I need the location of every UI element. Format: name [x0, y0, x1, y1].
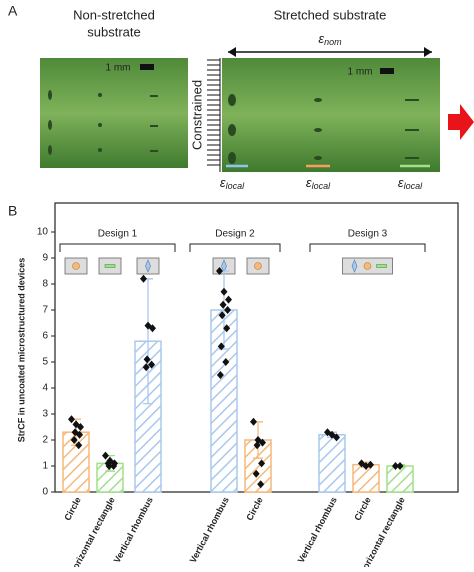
y-tick-label: 3	[42, 409, 48, 420]
data-point	[250, 417, 257, 426]
data-point	[75, 441, 83, 450]
symbol: ε	[398, 175, 404, 190]
symbol: ε	[220, 175, 226, 190]
data-point	[219, 300, 227, 309]
left-title: Non-stretched	[73, 7, 155, 22]
group-label: Design 2	[215, 229, 255, 240]
scale-bar	[140, 64, 154, 70]
data-point	[68, 415, 75, 424]
data-point	[220, 287, 228, 296]
scale-bar-label: 1 mm	[348, 67, 373, 78]
y-tick-label: 2	[42, 435, 48, 446]
x-tick-label: Circle	[62, 495, 83, 522]
y-tick-label: 6	[42, 331, 48, 342]
side-label: Constrained	[189, 80, 204, 150]
data-point	[258, 459, 266, 468]
scale-bar	[380, 68, 394, 74]
data-point	[333, 433, 340, 442]
data-point	[216, 267, 223, 275]
icon	[351, 259, 358, 273]
y-tick-label: 5	[42, 357, 48, 368]
icon	[254, 262, 262, 270]
subscript: local	[312, 181, 332, 191]
data-point	[140, 274, 147, 283]
pull-arrow	[448, 104, 474, 140]
scale-bar-label: 1 mm	[106, 63, 131, 74]
bar	[318, 434, 346, 493]
y-axis-label: StrCF in uncoated microstructured device…	[16, 258, 26, 443]
data-point	[259, 438, 266, 447]
data-point	[143, 355, 151, 364]
y-tick-label: 10	[37, 227, 49, 238]
subscript: local	[404, 181, 424, 191]
icon	[104, 264, 116, 268]
photo-nonstretched	[40, 58, 188, 168]
y-tick-label: 1	[42, 461, 48, 472]
x-tick-label: Circle	[244, 495, 265, 522]
x-tick-label: Vertical rhombus	[188, 495, 231, 564]
nominal-strain: εnom	[318, 31, 342, 47]
group-bracket	[189, 243, 281, 252]
icon	[72, 262, 80, 270]
data-point	[104, 459, 112, 468]
data-point	[222, 358, 230, 366]
data-point	[142, 363, 150, 372]
data-point	[76, 430, 84, 439]
local-strain: εlocal	[220, 175, 245, 191]
group-label: Design 1	[98, 229, 138, 240]
data-point	[148, 360, 156, 369]
group-bracket	[59, 243, 176, 252]
data-point	[257, 480, 265, 489]
y-tick-label: 0	[42, 487, 48, 498]
left-title: substrate	[87, 24, 140, 39]
panel-label: A	[8, 3, 18, 19]
y-tick-label: 7	[42, 305, 48, 316]
icon	[376, 264, 387, 268]
symbol: ε	[318, 31, 324, 46]
group-label: Design 3	[348, 229, 388, 240]
data-point	[110, 462, 118, 470]
features	[48, 90, 419, 164]
subscript: local	[226, 181, 246, 191]
data-point	[70, 436, 78, 444]
data-point	[77, 423, 84, 431]
data-point	[396, 462, 404, 470]
data-point	[253, 441, 261, 450]
data-point	[217, 342, 225, 351]
data-point	[149, 324, 156, 333]
group-bracket	[309, 243, 426, 252]
y-tick-label: 4	[42, 383, 48, 394]
data-point	[392, 462, 399, 470]
data-point	[225, 295, 232, 304]
x-tick-label: Vertical rhombus	[112, 495, 155, 564]
subscript: nom	[324, 37, 342, 47]
data-point	[216, 371, 224, 379]
local-strain: εlocal	[306, 175, 331, 191]
data-point	[102, 451, 109, 460]
x-tick-label: Vertical rhombus	[296, 495, 339, 564]
data-point	[218, 311, 226, 320]
x-tick-label: Circle	[352, 495, 373, 522]
y-tick-label: 9	[42, 253, 48, 264]
data-point	[252, 469, 260, 478]
icon	[145, 259, 151, 273]
right-title: Stretched substrate	[274, 7, 387, 22]
y-tick-label: 8	[42, 279, 48, 290]
icon	[363, 262, 372, 270]
data-point	[367, 460, 374, 469]
bar	[386, 465, 414, 493]
local-strain: εlocal	[398, 175, 423, 191]
data-point	[223, 324, 231, 333]
ruler	[207, 58, 221, 172]
data-point	[224, 306, 232, 314]
panel-label: B	[8, 203, 17, 219]
symbol: ε	[306, 175, 312, 190]
photo-stretched	[222, 58, 440, 172]
